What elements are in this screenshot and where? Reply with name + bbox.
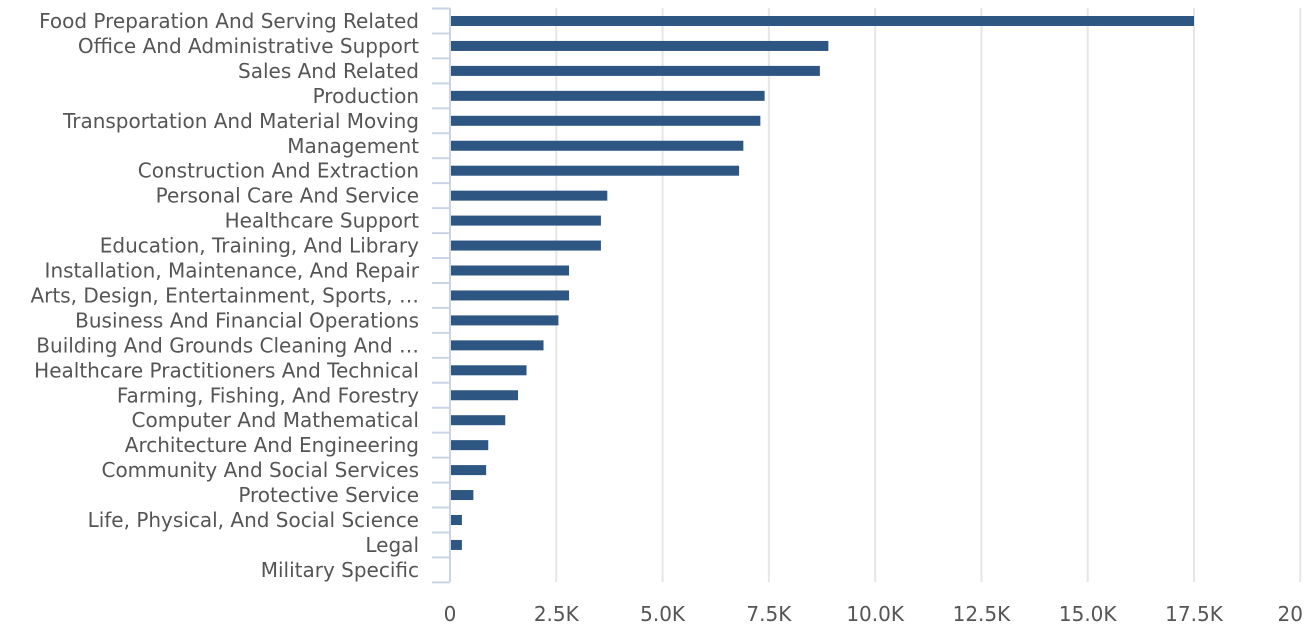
x-tick-label: 15.0K — [1059, 602, 1118, 626]
bar[interactable] — [451, 16, 1194, 26]
y-category-label: Production — [313, 84, 419, 108]
y-category-label: Education, Training, And Library — [100, 234, 419, 258]
bar[interactable] — [451, 490, 474, 501]
bar[interactable] — [451, 40, 829, 51]
y-category-label: Arts, Design, Entertainment, Sports, … — [30, 283, 419, 307]
x-tick-label: 2.5K — [534, 602, 580, 626]
y-category-label: Building And Grounds Cleaning And … — [36, 333, 419, 357]
y-category-label: Office And Administrative Support — [78, 34, 419, 58]
x-tick-label: 5.0K — [640, 602, 686, 626]
y-category-label: Transportation And Material Moving — [62, 109, 419, 133]
y-category-label: Installation, Maintenance, And Repair — [45, 259, 420, 283]
bar-layer — [451, 16, 1194, 550]
y-category-label: Management — [287, 134, 419, 158]
x-tick-label: 7.5K — [746, 602, 792, 626]
y-category-label: Healthcare Support — [225, 209, 420, 233]
y-category-label: Legal — [365, 533, 419, 557]
y-category-label: Healthcare Practitioners And Technical — [34, 358, 419, 382]
bar[interactable] — [451, 539, 462, 550]
y-category-label: Protective Service — [238, 483, 419, 507]
bar[interactable] — [451, 440, 489, 451]
y-category-label: Sales And Related — [238, 59, 419, 83]
label-layer: 0 2.5K 5.0K 7.5K 10.0K 12.5K 15.0K 17.5K 20… Food… — [30, 9, 1304, 626]
x-tick-label: 20… — [1278, 602, 1304, 626]
bar[interactable] — [451, 90, 765, 101]
grid-layer — [555, 8, 1302, 582]
bar[interactable] — [451, 240, 601, 251]
bar[interactable] — [451, 215, 601, 226]
y-category-label: Farming, Fishing, And Forestry — [117, 383, 419, 407]
bar[interactable] — [451, 265, 570, 276]
bar[interactable] — [451, 340, 544, 351]
bar[interactable] — [451, 165, 740, 176]
y-category-label: Life, Physical, And Social Science — [88, 508, 419, 532]
bar[interactable] — [451, 390, 519, 401]
x-tick-label: 12.5K — [953, 602, 1012, 626]
axis-layer — [432, 7, 451, 584]
y-category-label: Construction And Extraction — [138, 159, 419, 183]
y-category-label: Architecture And Engineering — [125, 433, 419, 457]
y-category-label: Computer And Mathematical — [132, 408, 419, 432]
bar[interactable] — [451, 65, 820, 76]
y-category-label: Personal Care And Service — [156, 184, 419, 208]
bar[interactable] — [451, 115, 761, 126]
y-category-label: Business And Financial Operations — [75, 308, 419, 332]
bar[interactable] — [451, 190, 608, 201]
x-tick-label: 10.0K — [846, 602, 905, 626]
bar[interactable] — [451, 465, 487, 476]
bar[interactable] — [451, 365, 527, 376]
bar[interactable] — [451, 415, 506, 426]
y-category-label: Community And Social Services — [101, 458, 419, 482]
bar[interactable] — [451, 515, 462, 525]
y-category-label: Food Preparation And Serving Related — [39, 9, 419, 33]
x-tick-label: 0 — [444, 602, 457, 626]
x-tick-label: 17.5K — [1165, 602, 1224, 626]
bar[interactable] — [451, 290, 570, 301]
bar[interactable] — [451, 140, 744, 151]
bar[interactable] — [451, 315, 559, 326]
y-category-label: Military Specific — [261, 558, 419, 582]
